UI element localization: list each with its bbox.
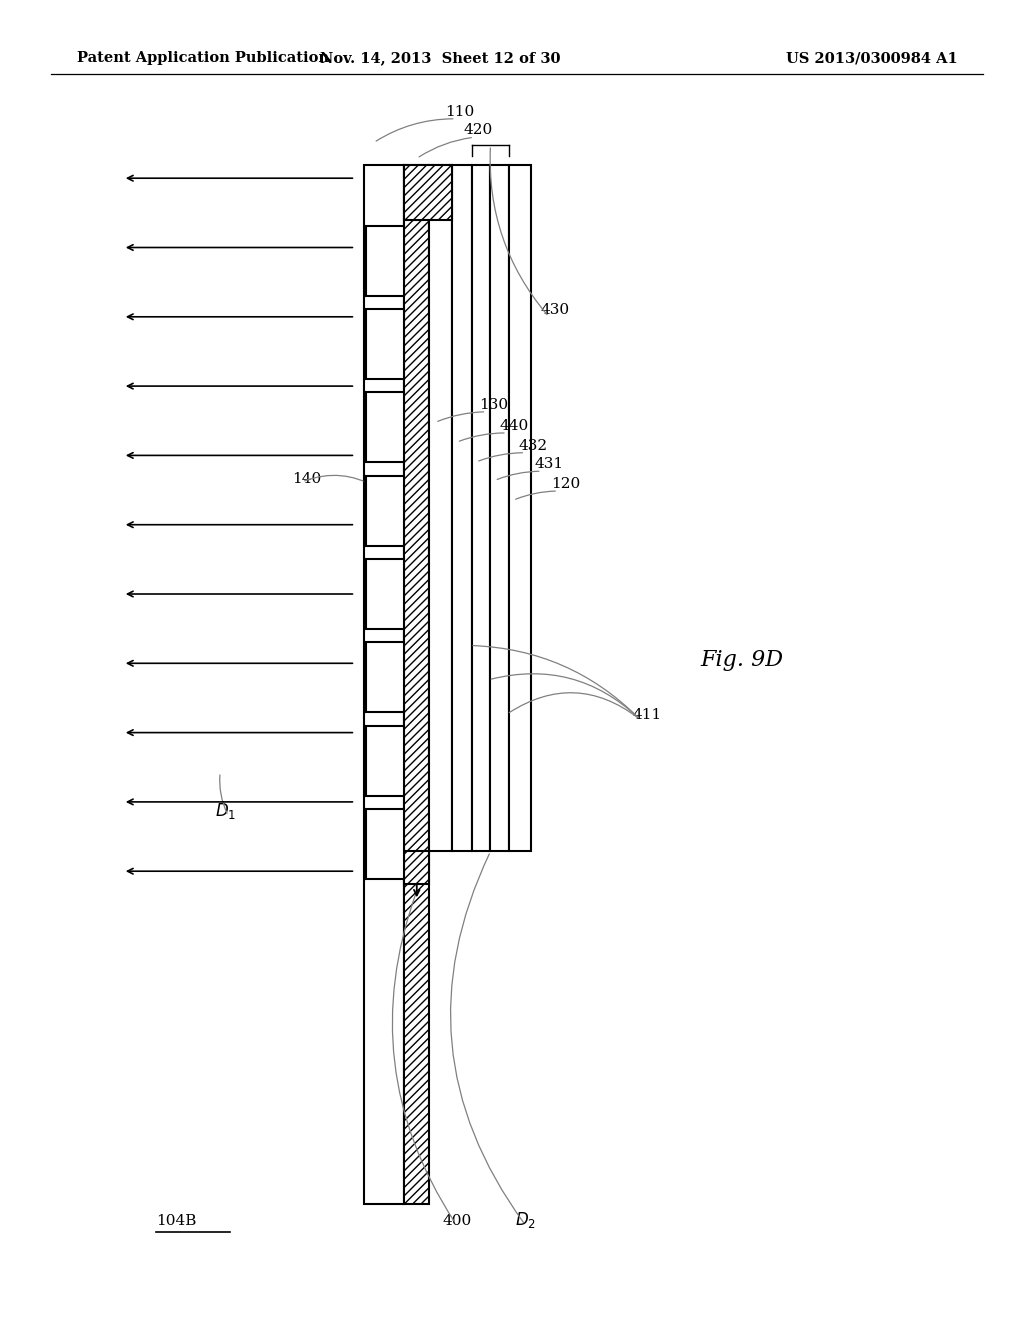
Text: 432: 432 xyxy=(518,438,547,453)
Text: 430: 430 xyxy=(541,302,569,317)
Text: Nov. 14, 2013  Sheet 12 of 30: Nov. 14, 2013 Sheet 12 of 30 xyxy=(321,51,560,65)
Bar xyxy=(404,851,429,884)
Bar xyxy=(404,165,452,220)
Bar xyxy=(366,726,404,796)
Bar xyxy=(472,165,490,851)
Bar xyxy=(366,392,404,462)
Bar xyxy=(429,165,452,851)
Bar xyxy=(366,809,404,879)
Bar xyxy=(404,165,429,1204)
Bar xyxy=(366,643,404,713)
Text: $D_2$: $D_2$ xyxy=(515,1210,537,1230)
Bar xyxy=(509,165,531,851)
Text: Patent Application Publication: Patent Application Publication xyxy=(77,51,329,65)
Text: 110: 110 xyxy=(445,104,475,119)
Bar xyxy=(366,475,404,546)
Bar xyxy=(490,165,509,851)
Bar xyxy=(366,226,404,296)
Text: 420: 420 xyxy=(464,123,494,137)
Text: $D_1$: $D_1$ xyxy=(215,801,237,821)
Bar xyxy=(452,165,472,851)
Text: Fig. 9D: Fig. 9D xyxy=(700,649,784,671)
Text: 104B: 104B xyxy=(156,1213,196,1228)
Bar xyxy=(364,165,404,1204)
Text: 120: 120 xyxy=(551,477,581,491)
Text: 130: 130 xyxy=(479,397,508,412)
Text: 440: 440 xyxy=(500,418,529,433)
Text: 431: 431 xyxy=(535,457,563,471)
Text: US 2013/0300984 A1: US 2013/0300984 A1 xyxy=(785,51,957,65)
Bar xyxy=(366,560,404,630)
Text: 411: 411 xyxy=(633,708,663,722)
Text: 140: 140 xyxy=(292,471,322,486)
Bar xyxy=(366,309,404,379)
Text: 400: 400 xyxy=(442,1213,472,1228)
